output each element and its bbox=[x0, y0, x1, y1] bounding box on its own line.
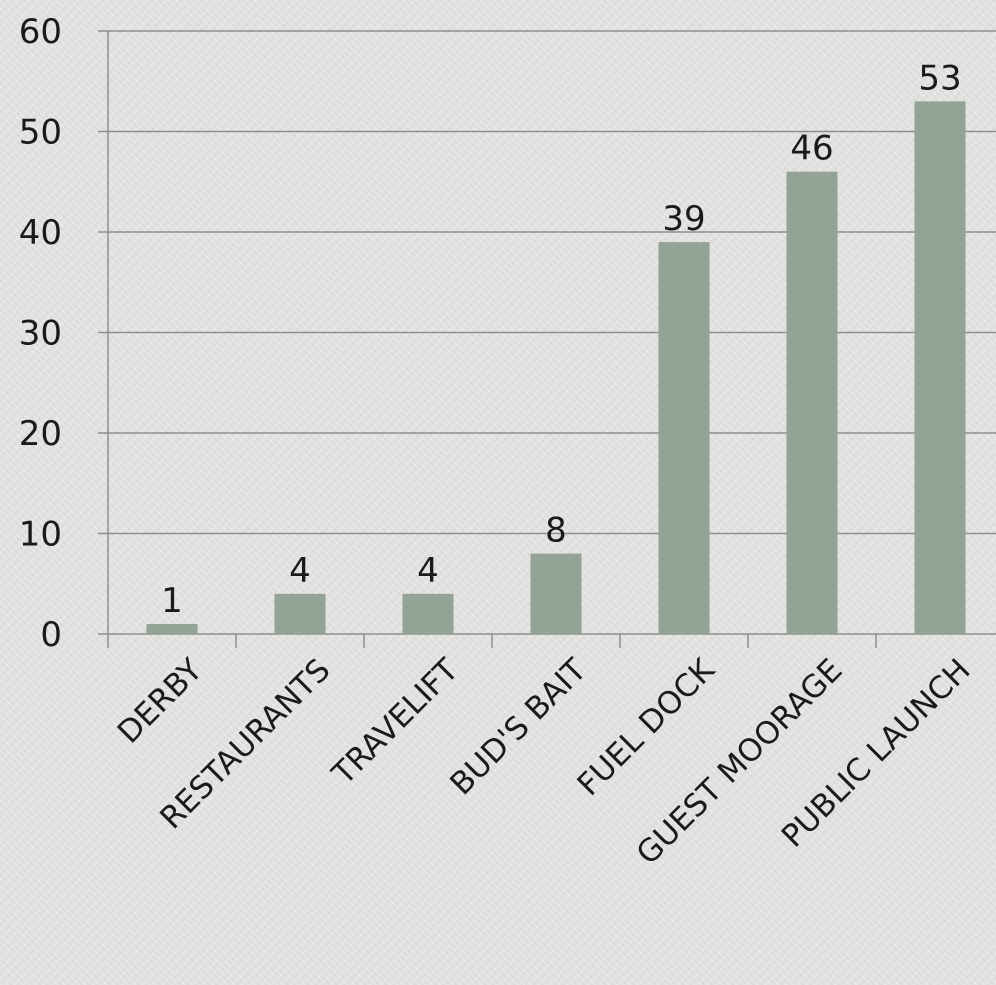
bar bbox=[530, 553, 582, 634]
x-category-label: DERBY bbox=[111, 652, 210, 751]
bar bbox=[786, 171, 838, 634]
y-tick-label: 10 bbox=[19, 515, 62, 555]
y-tick-label: 30 bbox=[19, 314, 62, 354]
bar bbox=[146, 623, 198, 634]
bar bbox=[274, 593, 326, 634]
data-label: 53 bbox=[918, 58, 961, 98]
data-label: 4 bbox=[289, 551, 311, 591]
bar bbox=[658, 242, 710, 635]
bar bbox=[914, 101, 966, 635]
y-tick-label: 20 bbox=[19, 414, 62, 454]
y-tick-label: 50 bbox=[19, 113, 62, 153]
bars bbox=[146, 101, 966, 635]
data-label: 8 bbox=[545, 511, 567, 551]
bar bbox=[402, 593, 454, 634]
y-tick-label: 60 bbox=[19, 12, 62, 52]
data-label: 39 bbox=[662, 199, 705, 239]
data-label: 4 bbox=[417, 551, 439, 591]
x-category-label: TRAVELIFT bbox=[325, 651, 466, 792]
data-label: 46 bbox=[790, 129, 833, 169]
data-label: 1 bbox=[161, 581, 183, 621]
gridlines bbox=[108, 30, 996, 535]
y-tick-label: 40 bbox=[19, 213, 62, 253]
y-tick-label: 0 bbox=[40, 615, 62, 655]
